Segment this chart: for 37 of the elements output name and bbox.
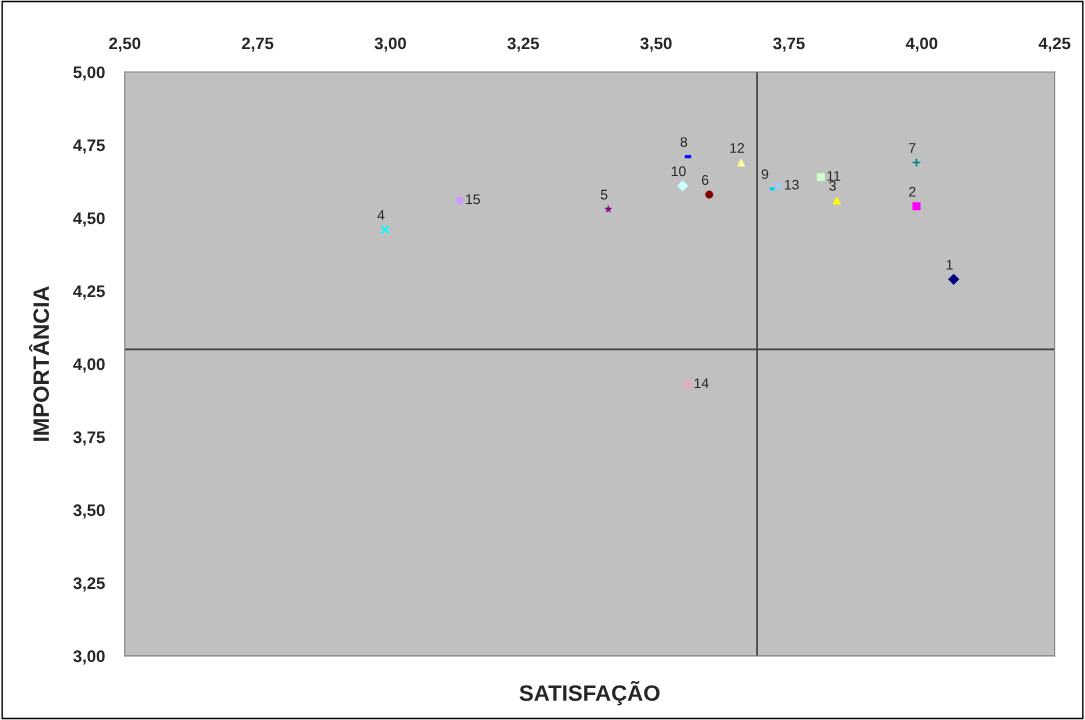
- x-tick-label: 3,00: [374, 37, 406, 52]
- y-tick-label: 4,25: [73, 285, 105, 300]
- y-tick-label: 4,50: [73, 212, 105, 227]
- series-label: 11: [827, 171, 841, 181]
- y-tick-label: 3,75: [73, 431, 105, 446]
- point: [773, 181, 783, 191]
- series-label: 13: [784, 179, 799, 190]
- x-axis-title: SATISFAÇÃO: [519, 680, 660, 706]
- x-tick-label: 4,00: [905, 37, 938, 52]
- y-tick-label: 4,00: [73, 358, 105, 373]
- y-tick-label: 5,00: [73, 66, 105, 81]
- series-label: 10: [671, 166, 686, 177]
- point: [683, 379, 693, 390]
- y-tick-label: 3,00: [73, 650, 105, 665]
- series-label: 14: [694, 378, 709, 388]
- x-tick-label: 3,50: [640, 37, 672, 52]
- series-label: 6: [701, 175, 709, 185]
- series-label: 15: [466, 194, 480, 205]
- x-tick-label: 3,25: [507, 37, 540, 52]
- y-tick-label: 3,25: [73, 577, 105, 592]
- point: [380, 225, 390, 235]
- series-label: 5: [600, 189, 608, 200]
- series-label: 7: [909, 143, 916, 153]
- x-tick-label: 2,50: [109, 37, 141, 52]
- y-axis-title: IMPORTÂNCIA: [28, 286, 50, 441]
- series-label: 12: [730, 142, 744, 153]
- series-label: 4: [377, 210, 385, 220]
- series-label: 3: [829, 180, 836, 191]
- series-label: 2: [909, 186, 916, 197]
- series-label: 9: [761, 169, 769, 180]
- series-label: 1: [946, 259, 953, 270]
- x-tick-label: 4,25: [1038, 37, 1071, 52]
- y-tick-label: 3,50: [73, 504, 105, 519]
- series-label: 8: [680, 137, 688, 147]
- x-tick-label: 2,75: [241, 37, 274, 52]
- y-tick-label: 4,75: [73, 139, 105, 154]
- x-tick-label: 3,75: [773, 37, 805, 52]
